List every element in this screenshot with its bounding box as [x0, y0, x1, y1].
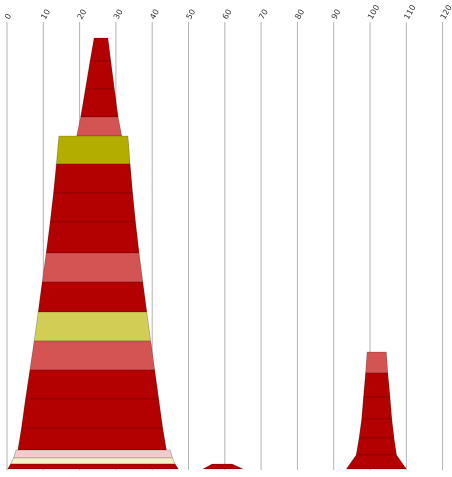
x-tick-label-40: 40: [148, 8, 161, 21]
middle-bump: [202, 463, 244, 470]
x-tick-label-120: 120: [439, 3, 452, 21]
left-stack-slice-11: [33, 311, 152, 342]
x-tick-label-60: 60: [221, 8, 234, 21]
left-stack-slice-9: [41, 252, 144, 283]
x-tick-label-0: 0: [3, 12, 13, 21]
right-stack-slice-4: [358, 418, 395, 439]
x-axis-ticks: 0 10 20 30 40 50 60 70 80 90 100 110 120: [3, 3, 452, 21]
x-tick-label-100: 100: [366, 3, 381, 21]
stacked-shapes: [7, 37, 407, 470]
x-tick-label-50: 50: [184, 8, 197, 21]
left-stack-slice-16: [13, 449, 173, 459]
x-tick-label-70: 70: [257, 8, 270, 21]
right-stack-slice-6: [345, 454, 407, 470]
left-stack: [7, 37, 179, 470]
left-stack-slice-4: [76, 116, 123, 137]
gridlines: [6, 22, 444, 470]
right-stack-slice-2: [363, 372, 391, 398]
left-stack-slice-14: [21, 398, 164, 429]
x-tick-label-90: 90: [330, 8, 343, 21]
left-stack-slice-10: [37, 281, 148, 313]
left-stack-slice-3: [80, 88, 119, 118]
right-stack: [345, 351, 407, 470]
left-stack-slice-6: [53, 163, 133, 194]
right-stack-slice-1: [365, 351, 389, 374]
x-tick-label-30: 30: [112, 8, 125, 21]
x-tick-label-10: 10: [39, 8, 52, 21]
left-stack-slice-5: [56, 135, 131, 165]
left-stack-slice-2: [85, 60, 115, 90]
middle-bump-slice-1: [202, 463, 244, 470]
left-stack-slice-12: [29, 340, 156, 371]
left-stack-slice-18: [7, 463, 179, 470]
left-stack-slice-13: [25, 369, 160, 400]
x-tick-label-80: 80: [293, 8, 306, 21]
x-tick-label-20: 20: [76, 8, 89, 21]
left-stack-slice-7: [49, 192, 136, 223]
right-stack-slice-5: [355, 437, 397, 456]
left-stack-slice-15: [17, 427, 167, 451]
right-stack-slice-3: [361, 396, 393, 420]
left-stack-slice-8: [45, 221, 140, 254]
left-stack-slice-1: [89, 37, 112, 62]
x-tick-label-110: 110: [402, 3, 417, 21]
left-stack-slice-17: [10, 457, 176, 465]
